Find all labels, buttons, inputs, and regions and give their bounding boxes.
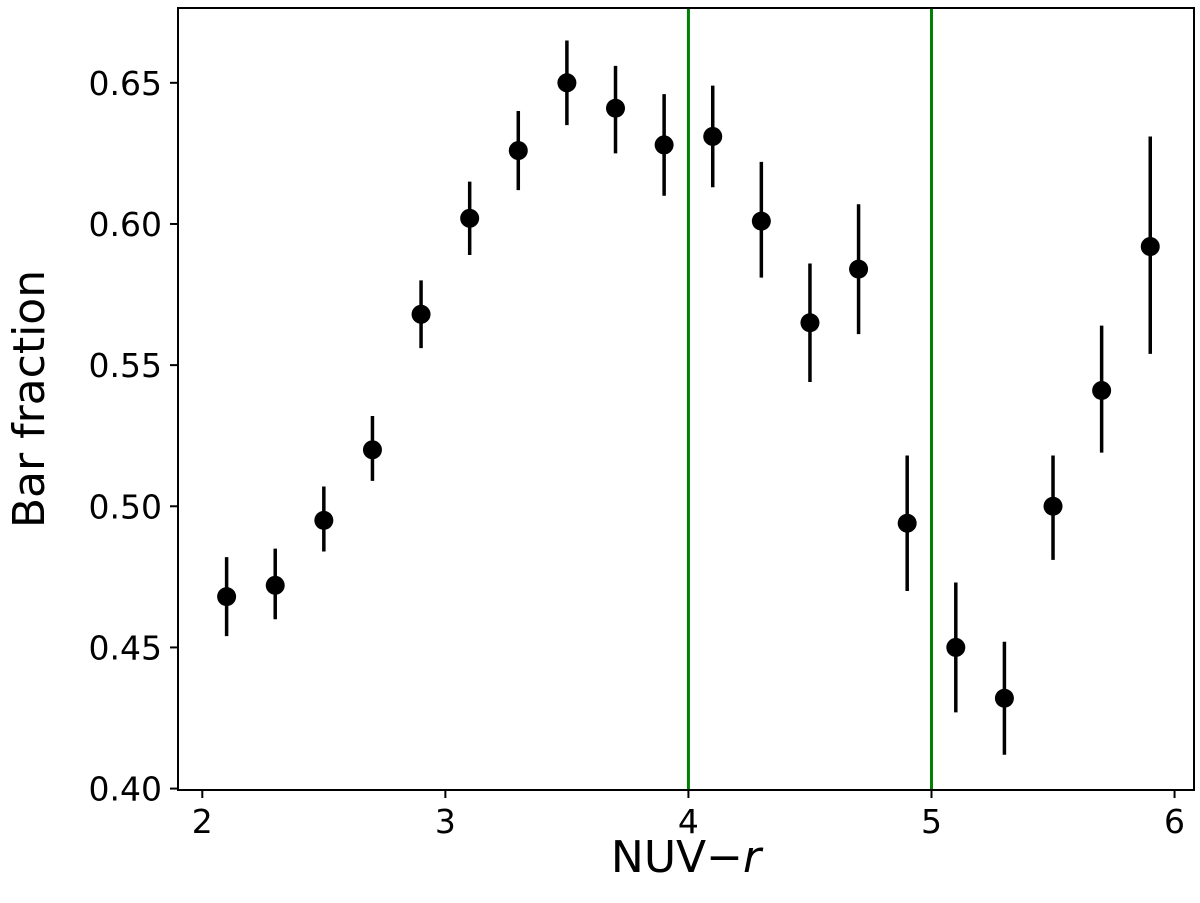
x-tick-label-0: 2 xyxy=(192,802,213,841)
x-tick-label-3: 5 xyxy=(921,802,942,841)
data-point-14 xyxy=(897,513,917,533)
data-point-10 xyxy=(703,126,723,146)
data-point-5 xyxy=(460,208,480,228)
plot-frame xyxy=(177,7,1195,791)
data-point-6 xyxy=(508,141,528,161)
data-point-1 xyxy=(265,575,285,595)
data-point-3 xyxy=(362,440,382,460)
y-tick-label-0: 0.40 xyxy=(89,770,162,809)
data-point-9 xyxy=(654,135,674,155)
data-point-2 xyxy=(314,510,334,530)
y-tick-label-5: 0.65 xyxy=(89,64,162,103)
data-point-8 xyxy=(606,98,626,118)
x-tick-label-4: 6 xyxy=(1164,802,1185,841)
y-axis-label: Bar fraction xyxy=(4,270,55,528)
data-point-7 xyxy=(557,73,577,93)
x-axis-label-main: NUV− xyxy=(611,832,743,883)
reference-lines xyxy=(686,8,933,790)
data-point-17 xyxy=(1043,496,1063,516)
x-tick-label-2: 4 xyxy=(678,802,699,841)
data-points xyxy=(217,73,1160,708)
y-axis-ticks: 0.40 0.45 0.50 0.55 0.60 0.65 xyxy=(89,64,178,809)
data-point-15 xyxy=(946,637,966,657)
plot-background xyxy=(178,8,1194,790)
y-tick-label-1: 0.45 xyxy=(89,628,162,667)
y-tick-label-4: 0.60 xyxy=(89,205,162,244)
data-point-12 xyxy=(800,313,820,333)
data-point-18 xyxy=(1092,381,1112,401)
x-axis-label: NUV−r xyxy=(611,832,764,883)
data-point-11 xyxy=(751,211,771,231)
y-tick-label-2: 0.50 xyxy=(89,487,162,526)
data-point-16 xyxy=(994,688,1014,708)
data-point-0 xyxy=(217,587,237,607)
x-tick-label-1: 3 xyxy=(435,802,456,841)
data-point-19 xyxy=(1140,237,1160,257)
x-axis-ticks: 2 3 4 5 6 xyxy=(192,790,1185,841)
x-axis-label-italic: r xyxy=(743,832,764,883)
data-point-4 xyxy=(411,304,431,324)
y-tick-label-3: 0.55 xyxy=(89,346,162,385)
data-point-13 xyxy=(849,259,869,279)
